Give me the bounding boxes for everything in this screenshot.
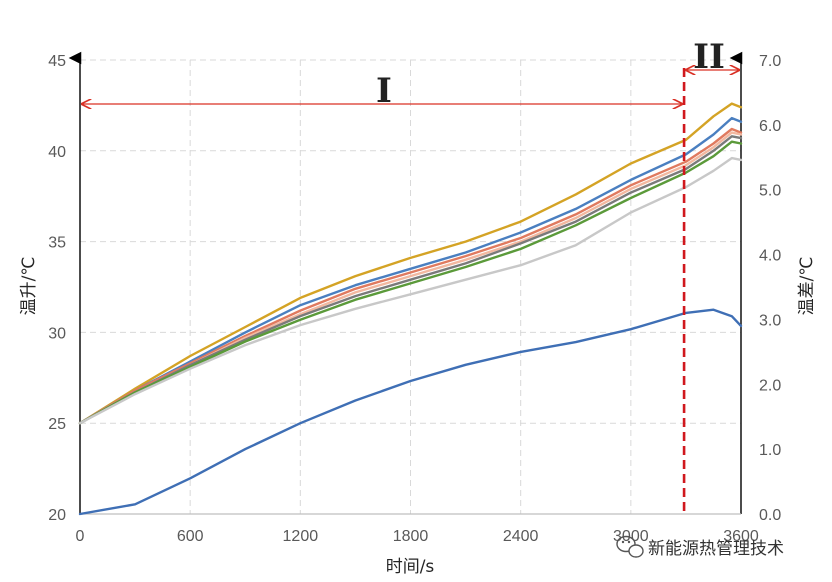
- y2-tick-label: 4.0: [759, 248, 781, 265]
- series-line-7: [78, 156, 743, 425]
- watermark: 新能源热管理技术: [616, 535, 784, 559]
- watermark-text: 新能源热管理技术: [648, 539, 784, 559]
- y-axis-title: 温升/℃: [19, 257, 39, 316]
- y-tick-label: 25: [48, 416, 66, 433]
- series-line-3: [78, 127, 743, 425]
- y2-tick-label: 0.0: [759, 507, 781, 524]
- region-label-2: II: [693, 37, 725, 77]
- y2-tick-label: 5.0: [759, 183, 781, 200]
- series-line-2: [78, 116, 743, 425]
- x-tick-label: 600: [177, 528, 204, 545]
- x-tick-label: 1200: [283, 528, 319, 545]
- wechat-icon: [616, 535, 644, 558]
- series-line-8: [78, 308, 743, 516]
- annotations: III: [82, 37, 739, 514]
- data-series: [78, 102, 743, 516]
- y-tick-label: 35: [48, 235, 66, 252]
- x-tick-label: 1800: [393, 528, 429, 545]
- x-tick-label: 0: [76, 528, 85, 545]
- x-axis-title: 时间/s: [386, 557, 435, 577]
- y2-axis-title: 温差/℃: [797, 257, 817, 316]
- x-tick-label: 2400: [503, 528, 539, 545]
- x-tick-label: 3600: [723, 528, 759, 545]
- y-tick-label: 45: [48, 53, 66, 70]
- y-tick-label: 20: [48, 507, 66, 524]
- series-line-4: [78, 131, 743, 425]
- region-label-1: I: [376, 71, 392, 111]
- y2-tick-label: 6.0: [759, 118, 781, 135]
- series-line-1: [78, 102, 743, 425]
- gridlines: [80, 59, 741, 514]
- series-line-6: [78, 140, 743, 425]
- y-tick-label: 40: [48, 144, 66, 161]
- series-line-5: [78, 135, 743, 425]
- y2-tick-label: 1.0: [759, 442, 781, 459]
- y2-tick-label: 7.0: [759, 53, 781, 70]
- y2-tick-label: 3.0: [759, 312, 781, 329]
- y-tick-label: 30: [48, 325, 66, 342]
- x-tick-label: 3000: [613, 528, 649, 545]
- y2-tick-label: 2.0: [759, 377, 781, 394]
